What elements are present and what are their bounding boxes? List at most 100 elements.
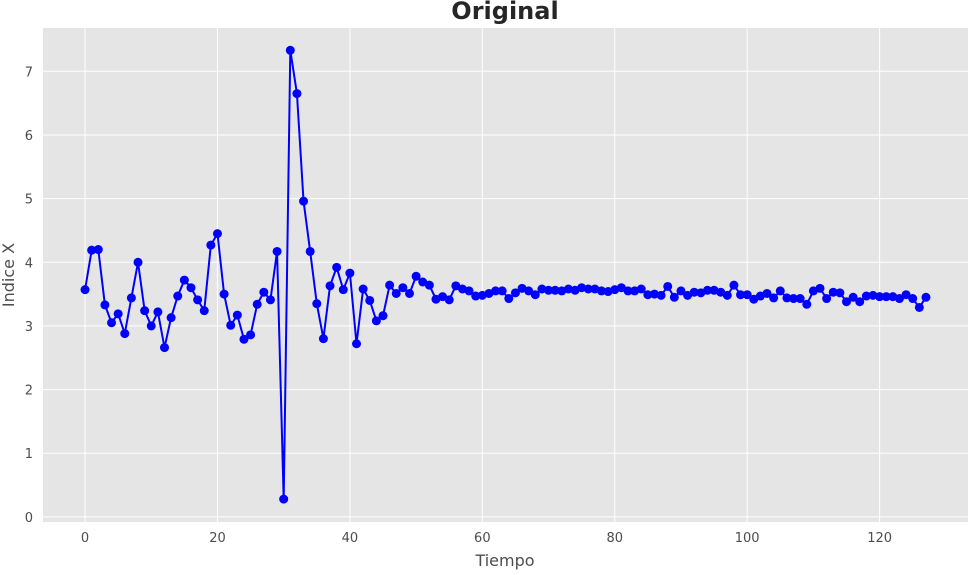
data-point [166,313,176,323]
data-point [663,281,673,291]
data-point [848,292,858,302]
data-point [153,307,163,317]
y-tick-label: 4 [25,256,33,271]
x-axis-ticks: 0 20 40 60 80 100 120 [81,531,892,546]
x-tick-label: 40 [342,531,359,546]
y-tick-label: 5 [25,193,33,208]
data-point [861,291,871,301]
data-point [160,343,170,353]
data-point [212,229,222,239]
data-point [544,285,554,295]
data-point [398,283,408,293]
data-point [404,288,414,298]
data-point [497,286,507,296]
data-point [285,45,295,55]
data-point [875,292,885,302]
y-axis-label: Indice X [0,243,18,307]
data-point [835,288,845,298]
data-point [272,246,282,256]
data-point [411,271,421,281]
data-point [252,299,262,309]
data-point [239,334,249,344]
data-point [338,285,348,295]
data-point [87,245,97,255]
data-point [232,310,242,320]
data-point [219,289,229,299]
data-point [265,295,275,305]
data-point [828,287,838,297]
data-point [782,293,792,303]
x-axis-label: Tiempo [474,551,534,570]
y-tick-label: 7 [25,65,33,80]
chart-title: Original [451,0,558,25]
data-point [795,294,805,304]
data-point [246,330,256,340]
data-point [914,302,924,312]
data-point [140,306,150,316]
data-point [901,290,911,300]
x-tick-label: 0 [81,531,89,546]
data-point [93,245,103,255]
data-point [881,292,891,302]
data-point [762,288,772,298]
data-point [206,240,216,250]
data-point [789,294,799,304]
data-point [822,294,832,304]
y-axis-ticks: 0 1 2 3 4 5 6 7 [25,65,33,526]
y-tick-label: 0 [25,511,33,526]
data-point [464,286,474,296]
data-point [305,246,315,256]
x-tick-label: 80 [606,531,623,546]
data-point [173,291,183,301]
data-point [504,294,514,304]
data-point [597,286,607,296]
data-point [345,268,355,278]
data-point [894,294,904,304]
data-point [524,286,534,296]
data-point [742,290,752,300]
data-point [80,285,90,295]
data-point [226,320,236,330]
data-point [921,292,931,302]
data-point [365,295,375,305]
data-point [299,196,309,206]
data-point [775,286,785,296]
data-point [133,257,143,267]
data-point [279,494,289,504]
data-point [391,288,401,298]
x-tick-label: 20 [209,531,226,546]
data-point [186,283,196,293]
data-point [583,284,593,294]
plot-background [43,28,968,522]
data-point [179,275,189,285]
data-point [729,280,739,290]
data-point [636,284,646,294]
data-point [669,292,679,302]
data-point [358,284,368,294]
series-layer [80,45,931,504]
data-point [550,285,560,295]
x-tick-label: 60 [474,531,491,546]
data-point [623,286,633,296]
data-point [292,89,302,99]
data-point [199,306,209,316]
data-point [120,329,130,339]
data-point [312,299,322,309]
x-tick-label: 120 [867,531,892,546]
data-point [530,290,540,300]
data-point [259,287,269,297]
data-point [855,297,865,307]
data-point [908,294,918,304]
data-point [471,291,481,301]
data-point [841,297,851,307]
data-point [371,316,381,326]
data-point [126,293,136,303]
data-point [656,290,666,300]
data-point [769,293,779,303]
data-point [113,309,123,319]
data-point [318,334,328,344]
data-point [325,281,335,291]
data-point [491,286,501,296]
data-point [722,290,732,300]
data-point [702,285,712,295]
